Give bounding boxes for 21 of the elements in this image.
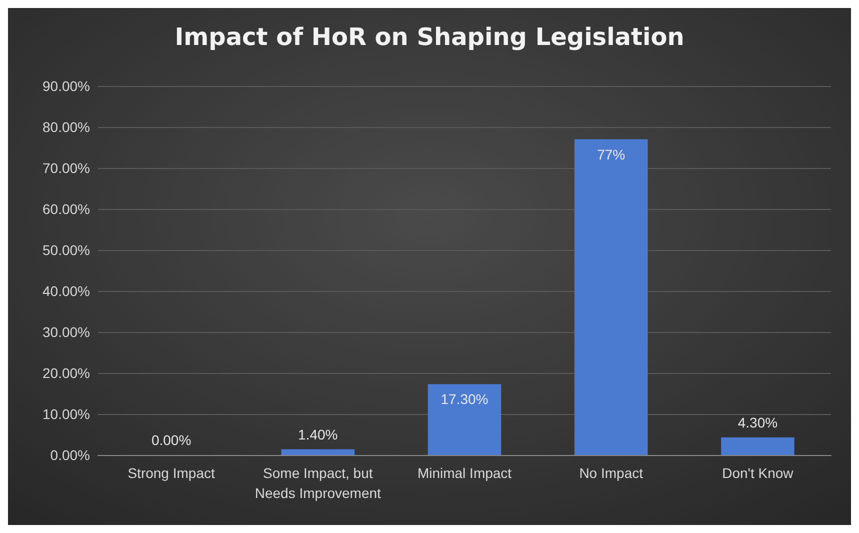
y-tick-label: 90.00% — [42, 78, 90, 94]
y-tick-label: 50.00% — [42, 242, 90, 258]
y-tick-label: 0.00% — [50, 447, 90, 463]
y-tick-label: 30.00% — [42, 324, 90, 340]
x-tick-label: Minimal Impact — [417, 465, 512, 481]
data-label: 4.30% — [738, 414, 778, 430]
data-label: 17.30% — [440, 391, 488, 408]
x-tick-label: Some Impact, but Needs Improvement — [254, 465, 382, 501]
y-tick-label: 10.00% — [42, 406, 90, 422]
y-tick-label: 40.00% — [42, 283, 90, 299]
data-label: 77% — [597, 146, 626, 162]
y-tick-label: 70.00% — [42, 160, 90, 176]
y-tick-label: 20.00% — [42, 365, 90, 381]
y-tick-label: 80.00% — [42, 119, 90, 135]
x-tick-label: Strong Impact — [128, 465, 215, 481]
x-tick-label: Don't Know — [722, 465, 794, 481]
x-tick-label: No Impact — [579, 465, 644, 481]
chart-title: Impact of HoR on Shaping Legislation — [174, 23, 684, 51]
data-label: 1.40% — [298, 426, 338, 442]
y-tick-label: 60.00% — [42, 201, 90, 217]
data-label: 0.00% — [151, 432, 192, 448]
